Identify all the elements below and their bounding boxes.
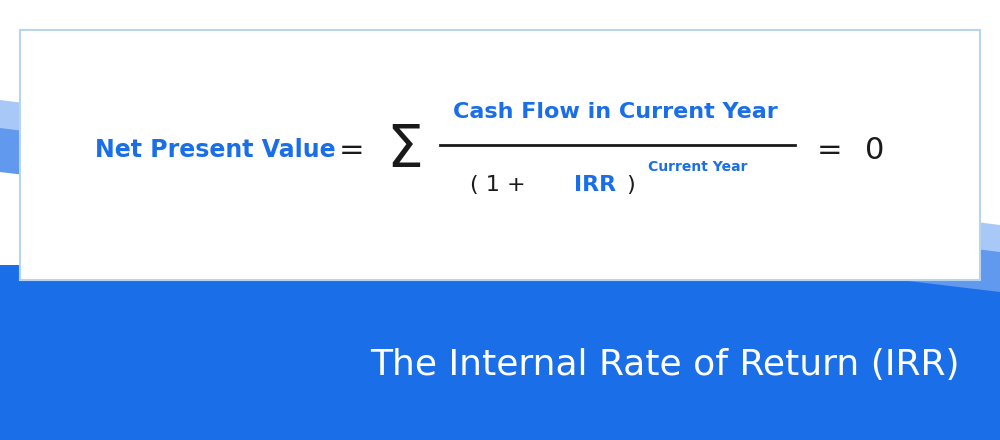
Polygon shape	[0, 128, 1000, 292]
Text: Cash Flow in Current Year: Cash Flow in Current Year	[453, 102, 777, 122]
FancyBboxPatch shape	[20, 30, 980, 280]
Text: ): )	[620, 175, 636, 195]
Text: ( 1 +: ( 1 +	[470, 175, 533, 195]
Polygon shape	[0, 100, 1000, 255]
Text: =: =	[817, 136, 843, 165]
Text: =: =	[339, 136, 365, 165]
Text: Current Year: Current Year	[648, 160, 748, 174]
Text: 0: 0	[865, 136, 885, 165]
Text: Σ: Σ	[387, 121, 423, 179]
Bar	[0, 265, 1000, 440]
Text: IRR: IRR	[574, 175, 616, 195]
Text: Net Present Value: Net Present Value	[95, 138, 336, 162]
Text: The Internal Rate of Return (IRR): The Internal Rate of Return (IRR)	[370, 348, 960, 382]
